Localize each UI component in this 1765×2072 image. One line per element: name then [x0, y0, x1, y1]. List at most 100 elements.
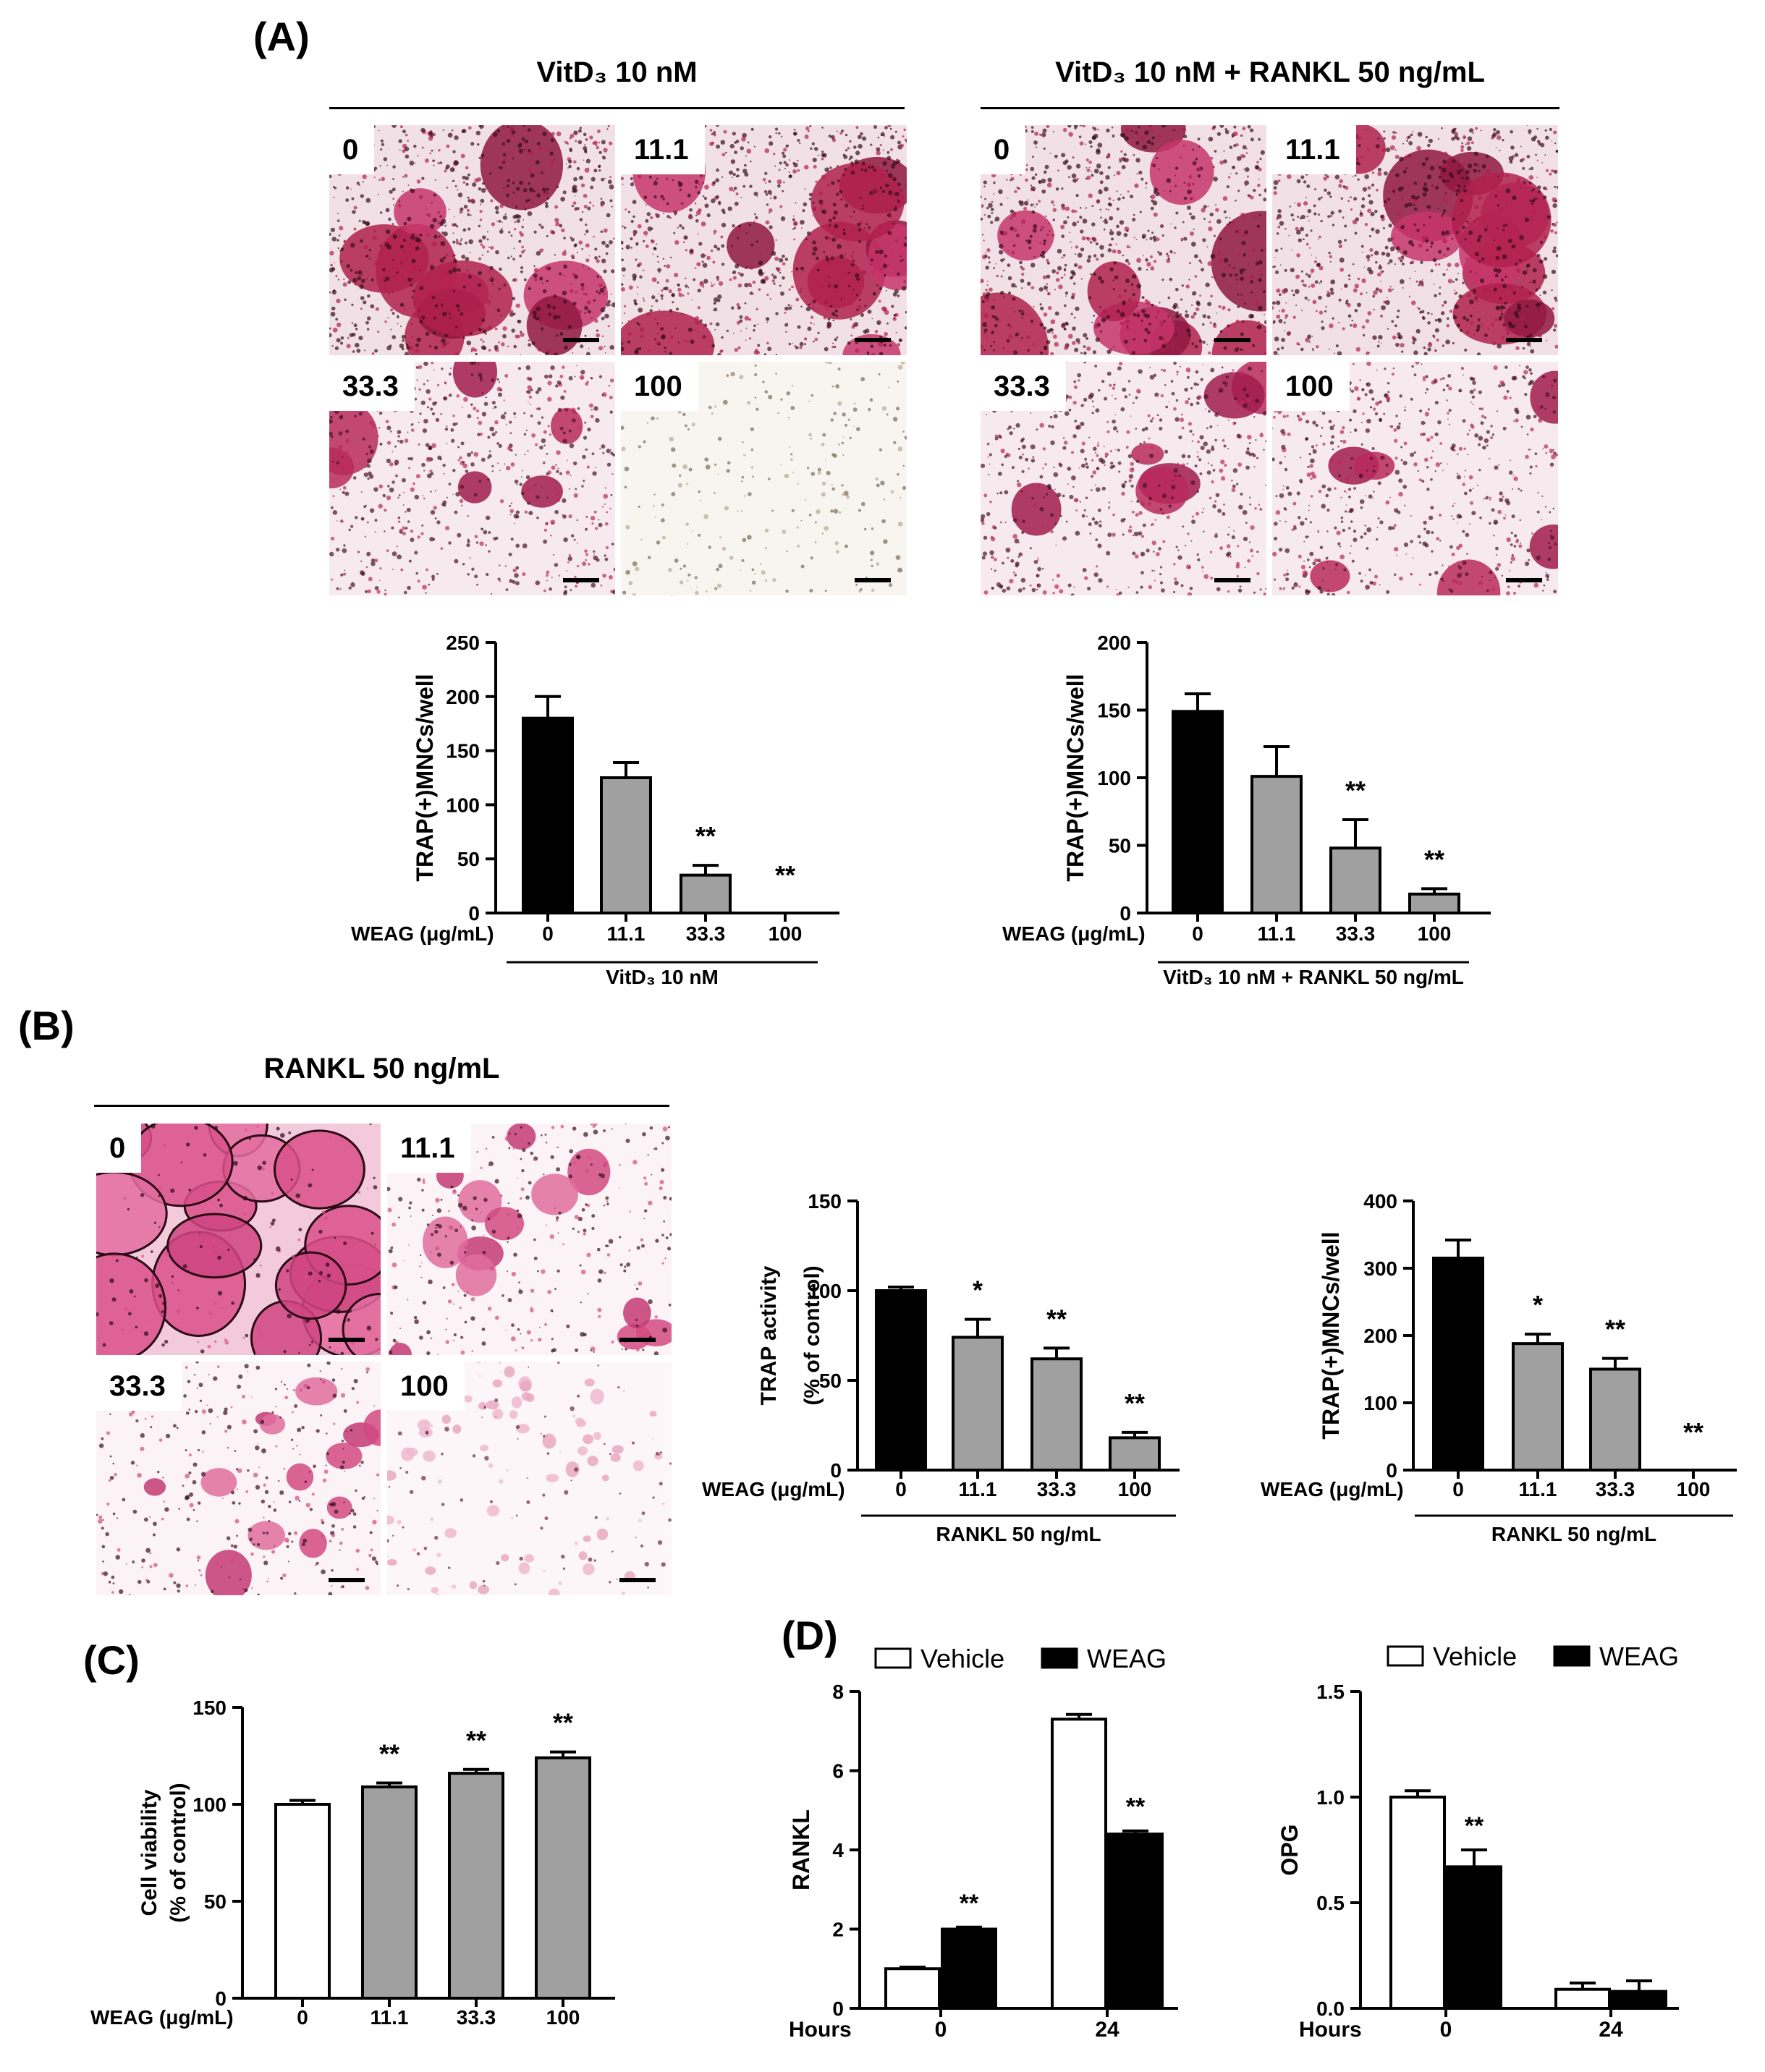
bar — [680, 873, 732, 915]
micrograph-image: 100 — [387, 1362, 672, 1595]
micrograph-image: 33.3 — [96, 1362, 381, 1595]
micrograph-dose-label: 100 — [621, 362, 698, 411]
y-tick-label: 400 — [1363, 1190, 1397, 1213]
y-tick-label: 200 — [446, 686, 480, 708]
micrograph-image: 0 — [981, 125, 1266, 355]
scale-bar — [1214, 578, 1250, 582]
legend-swatch — [874, 1647, 912, 1669]
y-tick-label: 150 — [808, 1190, 842, 1213]
y-tick-label: 100 — [1097, 767, 1131, 789]
y-tick-label: 300 — [1363, 1257, 1397, 1280]
scale-bar — [1506, 578, 1542, 582]
significance-marker: ** — [1126, 1793, 1146, 1821]
micrograph-image: 11.1 — [1272, 125, 1558, 355]
x-axis-title: WEAG (μg/mL) — [1261, 1478, 1404, 1500]
y-axis-label: TRAP(+)MNCs/well — [1318, 1231, 1344, 1439]
y-tick-label: 0 — [830, 1459, 842, 1482]
x-tick-label: 0 — [1192, 922, 1203, 945]
group-label: VitD₃ 10 nM — [606, 966, 719, 988]
scale-bar — [329, 1578, 365, 1582]
scale-bar — [855, 338, 891, 342]
significance-marker: ** — [775, 860, 795, 890]
bar — [361, 1785, 418, 2000]
scale-bar — [1214, 338, 1250, 342]
micrograph-image: 11.1 — [387, 1124, 672, 1355]
bar — [1329, 846, 1381, 914]
bar — [1512, 1342, 1564, 1472]
x-axis-title: WEAG (μg/mL) — [90, 2006, 234, 2029]
y-tick-label: 0.0 — [1316, 1997, 1345, 2020]
y-axis-label: TRAP(+)MNCs/well — [1062, 674, 1088, 881]
x-tick-label: 11.1 — [371, 2006, 409, 2029]
y-tick-label: 200 — [1097, 632, 1131, 654]
panel-label-b: (B) — [18, 1003, 75, 1048]
micrograph-image: 33.3 — [981, 362, 1266, 595]
bar — [952, 1336, 1004, 1472]
x-tick-label: 0 — [895, 1478, 907, 1500]
bar — [274, 1803, 331, 2000]
bar — [1408, 892, 1460, 914]
bar — [1172, 710, 1224, 914]
y-tick-label: 6 — [832, 1760, 844, 1783]
legend-label: WEAG — [1599, 1642, 1679, 1671]
bar — [884, 1967, 941, 2010]
significance-marker: ** — [379, 1739, 399, 1769]
scale-bar — [563, 338, 599, 342]
micrograph-texture — [96, 1362, 381, 1595]
bar — [1554, 1987, 1611, 2010]
y-tick-label: 50 — [819, 1370, 842, 1392]
significance-marker: ** — [1465, 1812, 1484, 1840]
micrograph-dose-label: 0 — [981, 125, 1026, 174]
legend-label: Vehicle — [920, 1644, 1004, 1673]
micrograph-dose-label: 100 — [1272, 362, 1350, 411]
bar — [448, 1772, 504, 2000]
y-tick-label: 0.5 — [1316, 1892, 1345, 1914]
significance-marker: ** — [695, 821, 716, 851]
y-axis-label: OPG — [1277, 1824, 1303, 1875]
y-tick-label: 4 — [832, 1839, 844, 1861]
micrograph-dose-label: 11.1 — [387, 1124, 471, 1173]
significance-marker: ** — [1046, 1304, 1067, 1333]
scale-bar — [619, 1338, 656, 1342]
significance-marker: ** — [1683, 1417, 1703, 1447]
y-tick-label: 1.0 — [1316, 1786, 1345, 1809]
bar — [1109, 1436, 1161, 1472]
x-tick-label: 100 — [1418, 922, 1452, 945]
y-tick-label: 100 — [1363, 1392, 1397, 1414]
bar — [522, 716, 574, 914]
micrograph-image: 11.1 — [621, 125, 907, 355]
scale-bar — [329, 1338, 365, 1342]
legend-swatch — [1553, 1645, 1591, 1667]
significance-marker: ** — [1345, 776, 1366, 805]
group-label: VitD₃ 10 nM + RANKL 50 ng/mL — [1163, 966, 1464, 988]
y-tick-label: 200 — [1363, 1325, 1397, 1347]
scale-bar — [1506, 338, 1542, 342]
scale-bar — [855, 578, 891, 582]
y-tick-label: 0 — [215, 1987, 227, 2010]
significance-marker: ** — [960, 1890, 979, 1917]
y-tick-label: 150 — [192, 1697, 227, 1719]
micrograph-dose-label: 11.1 — [1272, 125, 1356, 174]
micrograph-texture — [96, 1124, 381, 1355]
bar — [600, 776, 652, 914]
y-tick-label: 2 — [832, 1919, 844, 1941]
bar — [1250, 775, 1303, 914]
y-tick-label: 100 — [446, 794, 480, 816]
x-tick-label: 0 — [1452, 1478, 1464, 1500]
scale-bar — [563, 578, 599, 582]
y-tick-label: 50 — [1109, 835, 1131, 857]
micrograph-dose-label: 0 — [96, 1124, 142, 1173]
micrograph-image: 0 — [329, 125, 615, 355]
significance-marker: ** — [1125, 1388, 1145, 1418]
micrograph-title-rankl: RANKL 50 ng/mL — [263, 1053, 500, 1084]
x-axis-title: Hours — [1299, 2018, 1362, 2042]
micrograph-texture — [329, 125, 615, 355]
bar — [1389, 1796, 1446, 2010]
x-tick-label: 100 — [769, 922, 803, 945]
y-tick-label: 0 — [1386, 1459, 1397, 1482]
bar — [1051, 1718, 1107, 2010]
significance-marker: ** — [1605, 1315, 1625, 1344]
x-tick-label: 33.3 — [686, 922, 726, 945]
x-tick-label: 24 — [1095, 2018, 1119, 2042]
